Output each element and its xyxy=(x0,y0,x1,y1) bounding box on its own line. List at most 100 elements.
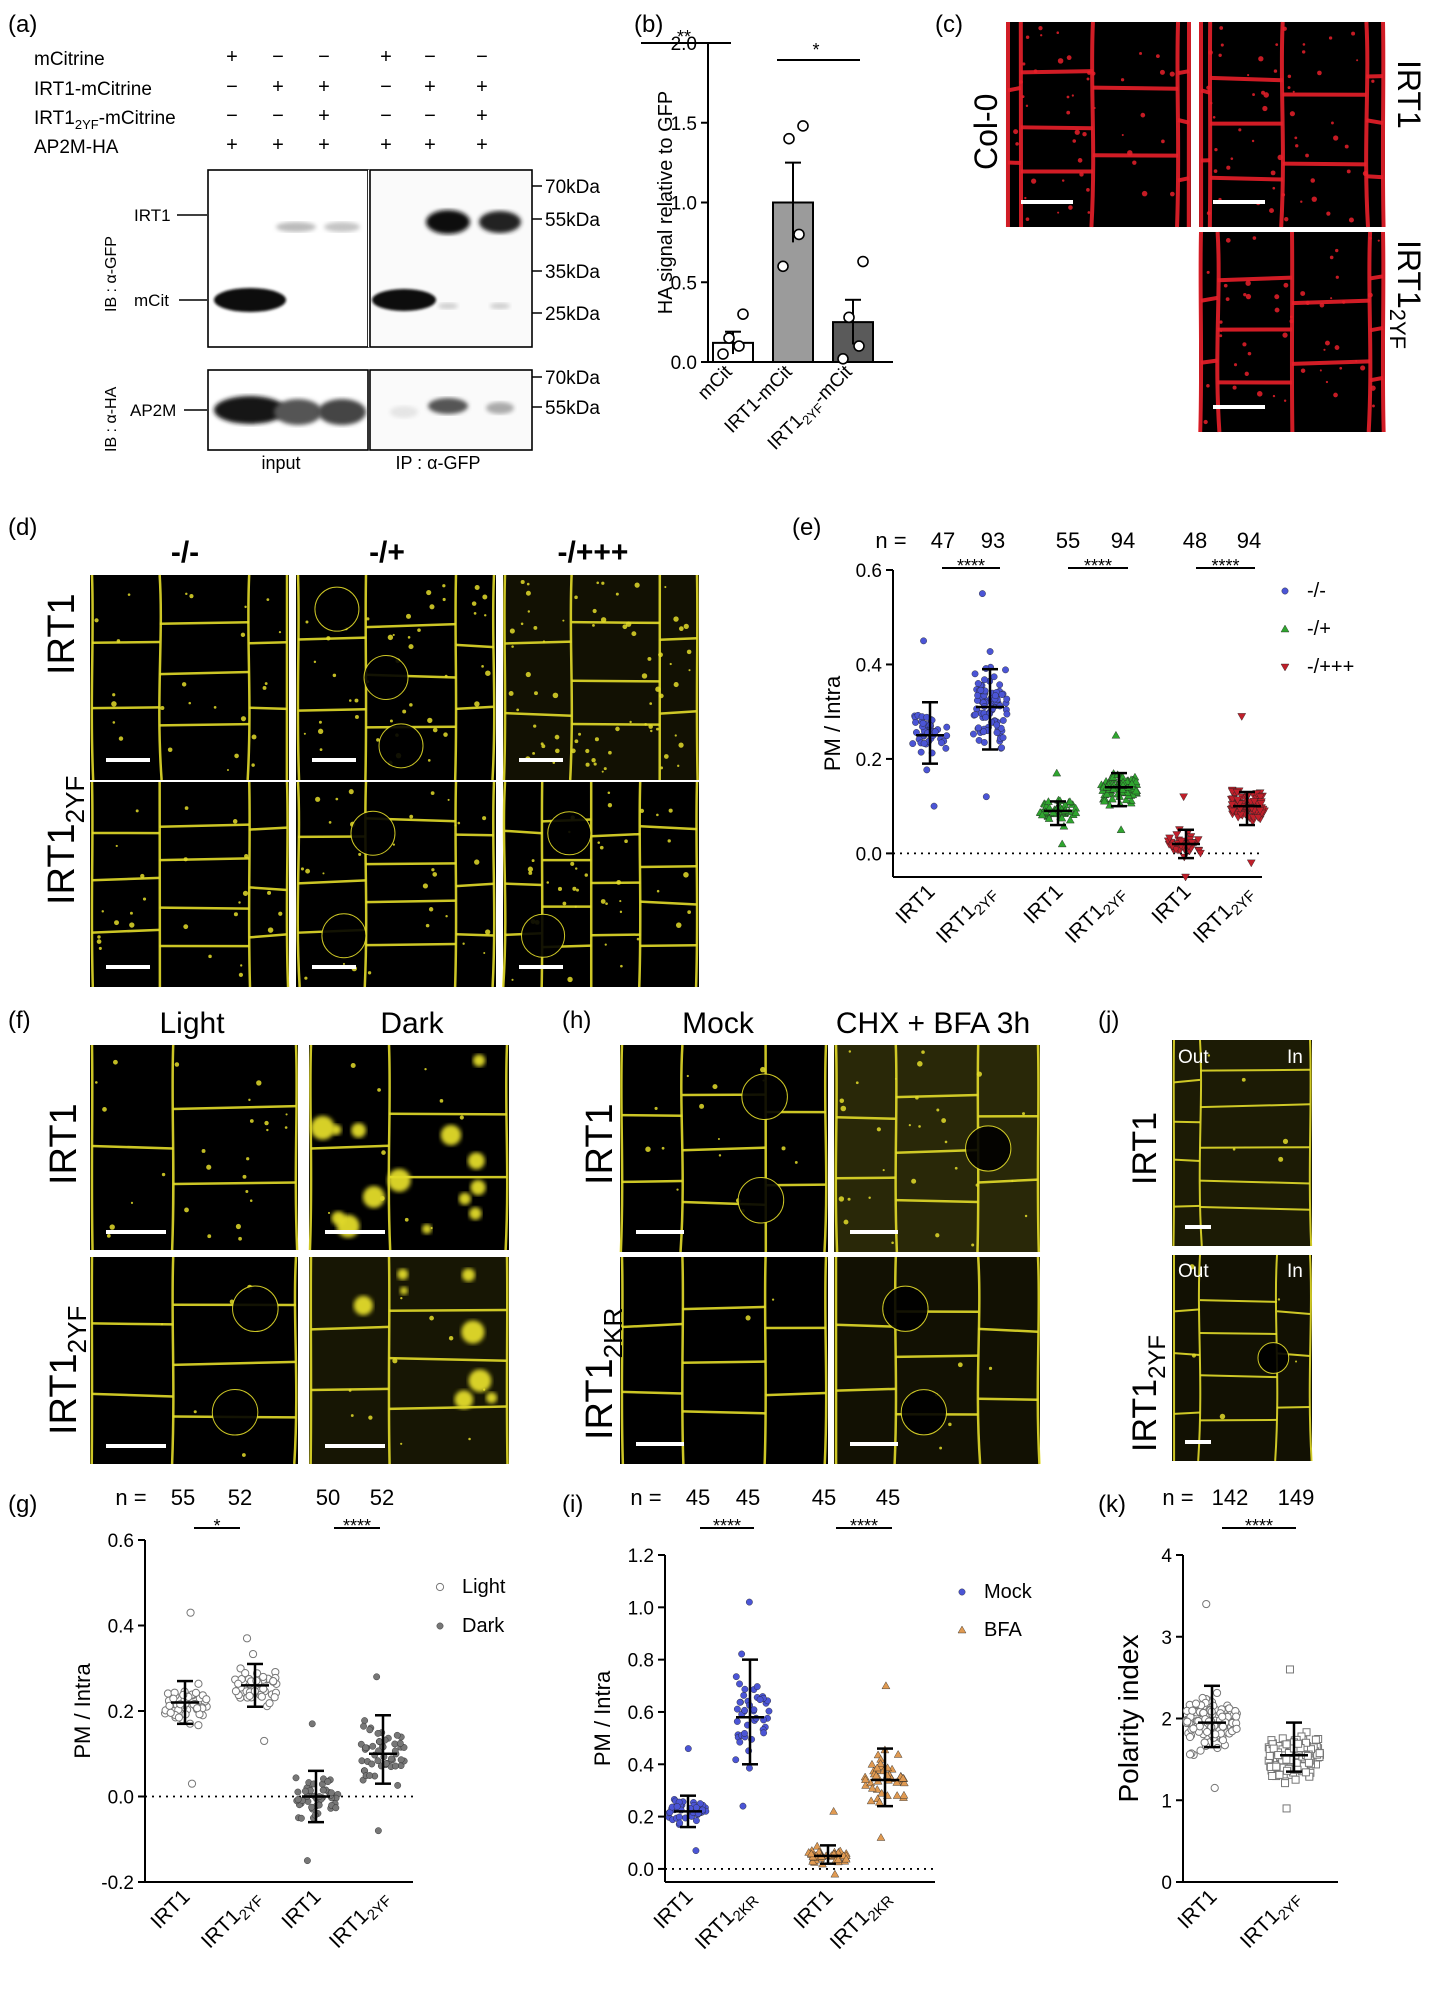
data-point xyxy=(1109,784,1118,793)
cell-wall-v xyxy=(637,781,642,988)
data-point xyxy=(692,1804,700,1811)
vesicle xyxy=(1252,236,1257,240)
cell-wall-v xyxy=(502,574,507,781)
vesicle xyxy=(603,767,607,771)
data-point xyxy=(1249,798,1259,806)
vesicle xyxy=(1377,239,1380,242)
blot-gfp-ip xyxy=(369,169,533,348)
cell-wall-v xyxy=(1364,21,1370,228)
panel-g-letter: (g) xyxy=(8,1491,37,1518)
body xyxy=(440,1124,462,1146)
n-label: 45 xyxy=(686,1485,710,1510)
n-label: 45 xyxy=(876,1485,900,1510)
data-point xyxy=(982,793,990,801)
vesicle xyxy=(843,1219,849,1225)
cell-wall-h xyxy=(365,899,457,904)
data-point xyxy=(231,1687,241,1696)
data-point xyxy=(1065,797,1075,805)
vesicle xyxy=(1326,211,1331,216)
row-f-irt1: IRT1 xyxy=(43,1103,85,1185)
vesicle xyxy=(305,620,309,624)
vesicle xyxy=(781,1146,786,1151)
cell-wall-v xyxy=(1215,231,1222,433)
ticklabel-b: 1.5 xyxy=(671,114,697,135)
cell-wall-h xyxy=(159,906,250,910)
xlabel: IRT12YF xyxy=(1236,1885,1306,1955)
point-b xyxy=(783,132,795,145)
vesicle xyxy=(94,1081,98,1084)
cell-wall-v xyxy=(681,1256,685,1465)
data-point xyxy=(872,1763,882,1772)
data-point xyxy=(1212,1688,1222,1698)
data-point xyxy=(1121,795,1131,804)
vesicle xyxy=(658,652,663,658)
vesicle xyxy=(1292,90,1295,93)
vesicle xyxy=(278,911,283,916)
nucleus xyxy=(211,1388,259,1436)
vesicle xyxy=(604,943,607,946)
vesicle xyxy=(354,714,359,719)
vesicle xyxy=(593,762,597,766)
xlabel: IRT12YF xyxy=(1061,880,1131,950)
cell-wall-h xyxy=(1369,274,1384,281)
cell-wall-h xyxy=(1199,1179,1311,1185)
cell-wall-h xyxy=(835,1176,896,1180)
vesicle xyxy=(1056,31,1060,34)
panel-a-letter: (a) xyxy=(8,11,37,38)
nucleus xyxy=(882,1285,929,1332)
vesicle xyxy=(622,624,628,630)
vesicle xyxy=(1278,1156,1284,1162)
vesicle xyxy=(1263,92,1269,98)
nucleus xyxy=(321,913,367,959)
body xyxy=(458,1192,471,1205)
vesicle xyxy=(1368,236,1372,240)
data-point xyxy=(297,1814,305,1822)
vesicle xyxy=(677,764,680,767)
cell-wall-v xyxy=(1198,1039,1203,1247)
data-point xyxy=(975,724,982,732)
cell-wall-v xyxy=(453,781,458,988)
vesicle xyxy=(656,889,660,893)
data-point xyxy=(1302,1728,1311,1737)
vesicle xyxy=(1324,340,1330,346)
data-point xyxy=(1285,1665,1294,1674)
vesicle xyxy=(1061,179,1065,182)
point-b xyxy=(733,340,745,352)
cell-wall-v xyxy=(504,1044,509,1251)
vesicle xyxy=(712,1084,718,1090)
n-label: 94 xyxy=(1237,528,1261,553)
micrographs-f xyxy=(90,1044,509,1465)
vesicle xyxy=(313,660,317,664)
ylabel-b: HA signal relative to GFP xyxy=(655,91,677,314)
vesicle xyxy=(1025,35,1030,39)
scalebar xyxy=(325,1230,385,1234)
vesicle xyxy=(1087,211,1091,214)
vesicle xyxy=(936,1108,940,1112)
vesicle xyxy=(615,592,619,596)
vesicle xyxy=(554,734,560,740)
vesicle xyxy=(116,639,121,643)
data-point xyxy=(931,728,939,736)
data-point xyxy=(303,1857,311,1865)
data-point xyxy=(693,1817,700,1825)
vesicle xyxy=(1206,384,1210,388)
vesicle xyxy=(574,595,578,600)
vesicle xyxy=(718,1154,722,1157)
vesicle xyxy=(457,821,461,825)
vesicle xyxy=(1219,1413,1226,1420)
vesicle xyxy=(358,852,362,856)
vesicle xyxy=(445,915,448,918)
nucleus xyxy=(1257,1342,1290,1374)
vesicle xyxy=(1305,153,1309,158)
data-point xyxy=(676,1819,684,1827)
cell-wall-h xyxy=(1210,175,1283,182)
sign-r1-c3: − xyxy=(380,76,392,98)
cell-wall-h xyxy=(978,1178,1039,1184)
cell-wall-h xyxy=(1291,359,1371,366)
cell-wall-v xyxy=(1036,1044,1041,1253)
cell-wall-h xyxy=(621,1113,683,1118)
data-point xyxy=(193,1704,202,1713)
vesicle xyxy=(189,594,194,599)
data-point xyxy=(174,1713,184,1722)
cell-wall-v xyxy=(540,781,544,988)
